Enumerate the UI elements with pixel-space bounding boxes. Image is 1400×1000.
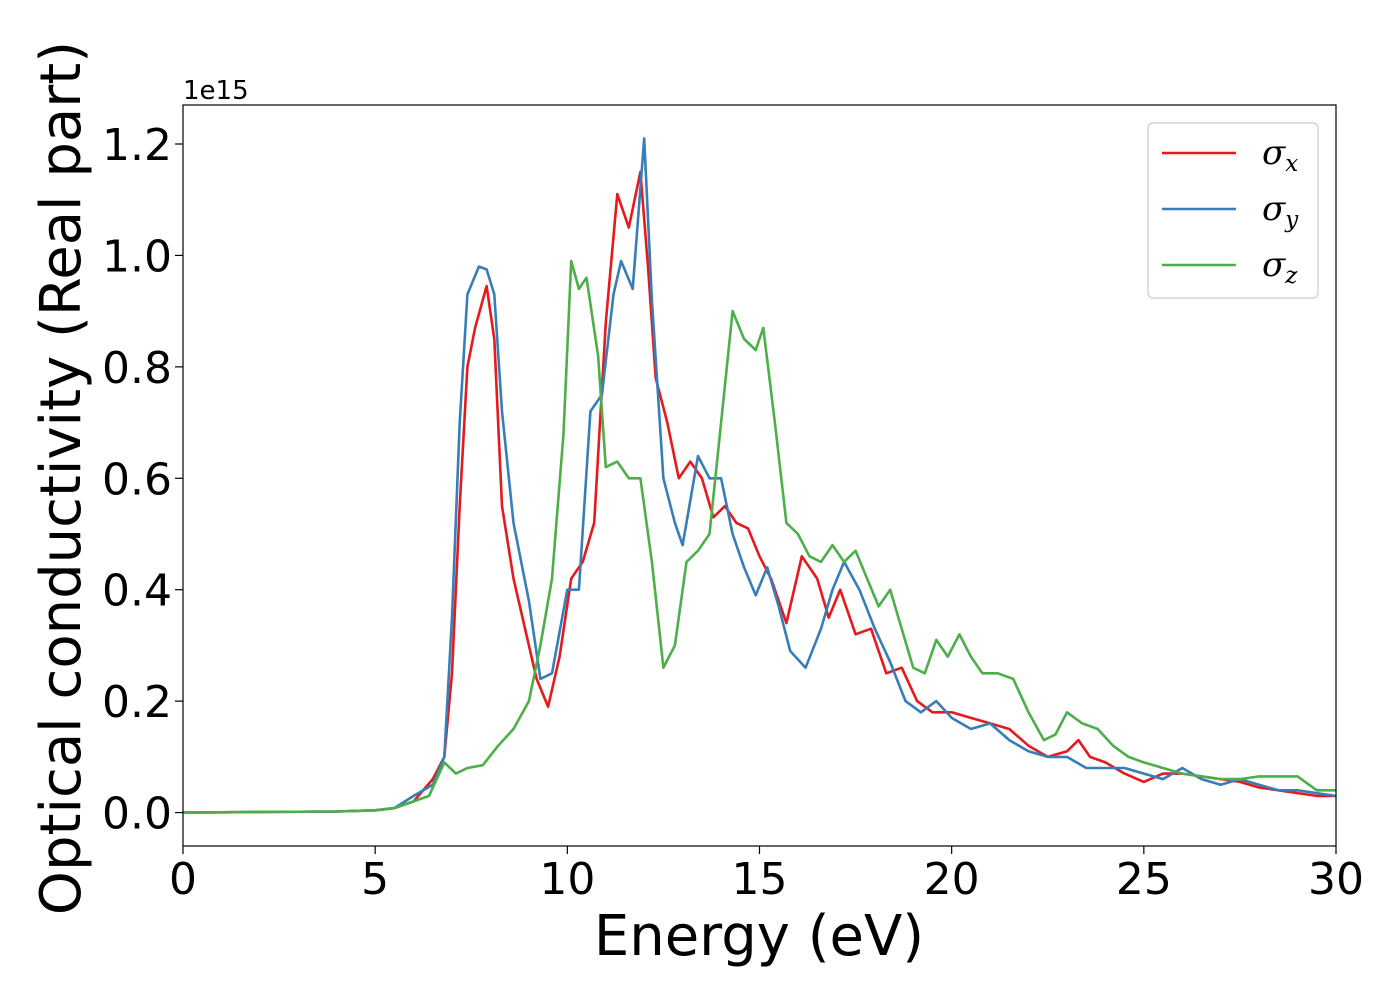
series-line-z [183,259,1336,814]
legend-box [1147,122,1319,299]
y-tick-label: 0.4 [102,566,172,617]
x-tick-label: 20 [924,854,980,905]
x-tick-label: 30 [1308,854,1364,905]
series-line-x [183,170,1336,814]
x-tick-label: 15 [732,854,788,905]
y-tick-label: 0.0 [102,789,172,840]
legend: σx σy σz [1147,122,1319,299]
y-tick-label: 0.6 [102,454,172,505]
y-tick-label: 1.0 [102,231,172,282]
y-axis-title: Optical conductivity (Real part) [29,41,94,915]
x-tick-label: 0 [169,854,197,905]
y-axis-ticks: 0.0 0.2 0.4 0.6 0.8 1.0 1.2 [102,120,183,840]
x-axis-ticks: 0 5 10 15 20 25 30 [169,846,1364,905]
series-line-y [183,137,1336,814]
y-tick-label: 1.2 [102,120,172,171]
plot-lines [183,137,1336,814]
x-tick-label: 5 [361,854,389,905]
x-axis-title: Energy (eV) [594,904,924,969]
legend-label-z: σz [1262,245,1298,289]
x-tick-label: 10 [539,854,595,905]
y-tick-label: 0.8 [102,343,172,394]
y-axis-offset-label: 1e15 [183,76,249,106]
y-tick-label: 0.2 [102,677,172,728]
legend-label-y: σy [1262,189,1299,233]
x-tick-label: 25 [1116,854,1172,905]
legend-label-x: σx [1262,133,1298,177]
